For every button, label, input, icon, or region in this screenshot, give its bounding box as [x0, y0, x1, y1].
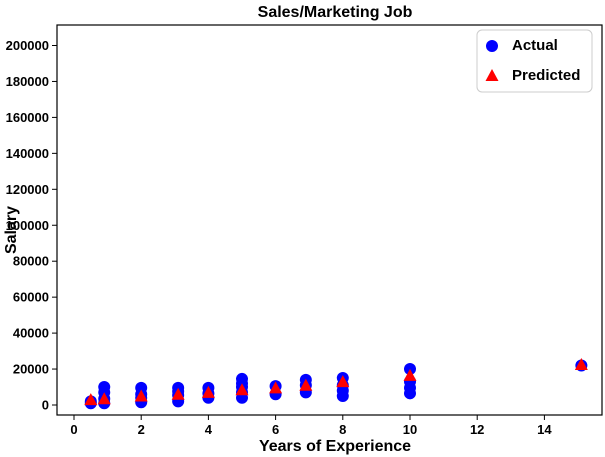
legend-marker-actual	[486, 40, 498, 52]
x-tick-label: 2	[138, 422, 145, 437]
plot-frame	[56, 24, 603, 416]
y-tick-label: 80000	[13, 254, 49, 269]
point-predicted	[171, 387, 185, 400]
point-predicted	[403, 368, 417, 381]
point-predicted	[84, 393, 98, 406]
legend-marker-predicted	[485, 69, 499, 81]
x-tick-label: 14	[537, 422, 552, 437]
y-tick-label: 160000	[6, 110, 49, 125]
y-tick-label: 120000	[6, 182, 49, 197]
x-axis: 0 2 4 6 8 10 12 14	[70, 415, 552, 437]
chart-title: Sales/Marketing Job	[258, 4, 413, 21]
legend-label-actual: Actual	[512, 37, 558, 54]
y-tick-label: 60000	[13, 290, 49, 305]
x-axis-title: Years of Experience	[259, 438, 411, 455]
x-tick-label: 10	[403, 422, 417, 437]
y-tick-label: 40000	[13, 326, 49, 341]
x-tick-label: 4	[205, 422, 213, 437]
point-predicted	[299, 378, 313, 391]
x-tick-label: 8	[339, 422, 346, 437]
y-axis-title: Salary	[3, 206, 20, 254]
legend: Actual Predicted	[476, 29, 593, 93]
y-axis: 0 20000 40000 60000 80000 100000 120000 140000 1…	[6, 38, 57, 413]
y-tick-label: 180000	[6, 74, 49, 89]
y-tick-label: 200000	[6, 38, 49, 53]
y-tick-label: 100000	[6, 218, 49, 233]
point-predicted	[574, 358, 588, 371]
y-tick-label: 140000	[6, 146, 49, 161]
data-points	[84, 358, 588, 410]
x-tick-label: 0	[70, 422, 77, 437]
y-tick-label: 20000	[13, 362, 49, 377]
point-predicted	[201, 385, 215, 398]
legend-box	[476, 29, 593, 93]
point-predicted	[134, 389, 148, 402]
point-actual	[98, 381, 111, 394]
point-actual	[135, 381, 148, 394]
point-predicted	[269, 381, 283, 394]
x-tick-label: 6	[272, 422, 279, 437]
y-tick-label: 0	[42, 398, 49, 413]
point-actual	[236, 372, 248, 385]
point-predicted	[97, 392, 111, 405]
point-predicted	[235, 383, 249, 396]
x-tick-label: 12	[470, 422, 484, 437]
legend-label-predicted: Predicted	[512, 67, 580, 84]
point-predicted	[336, 375, 350, 388]
